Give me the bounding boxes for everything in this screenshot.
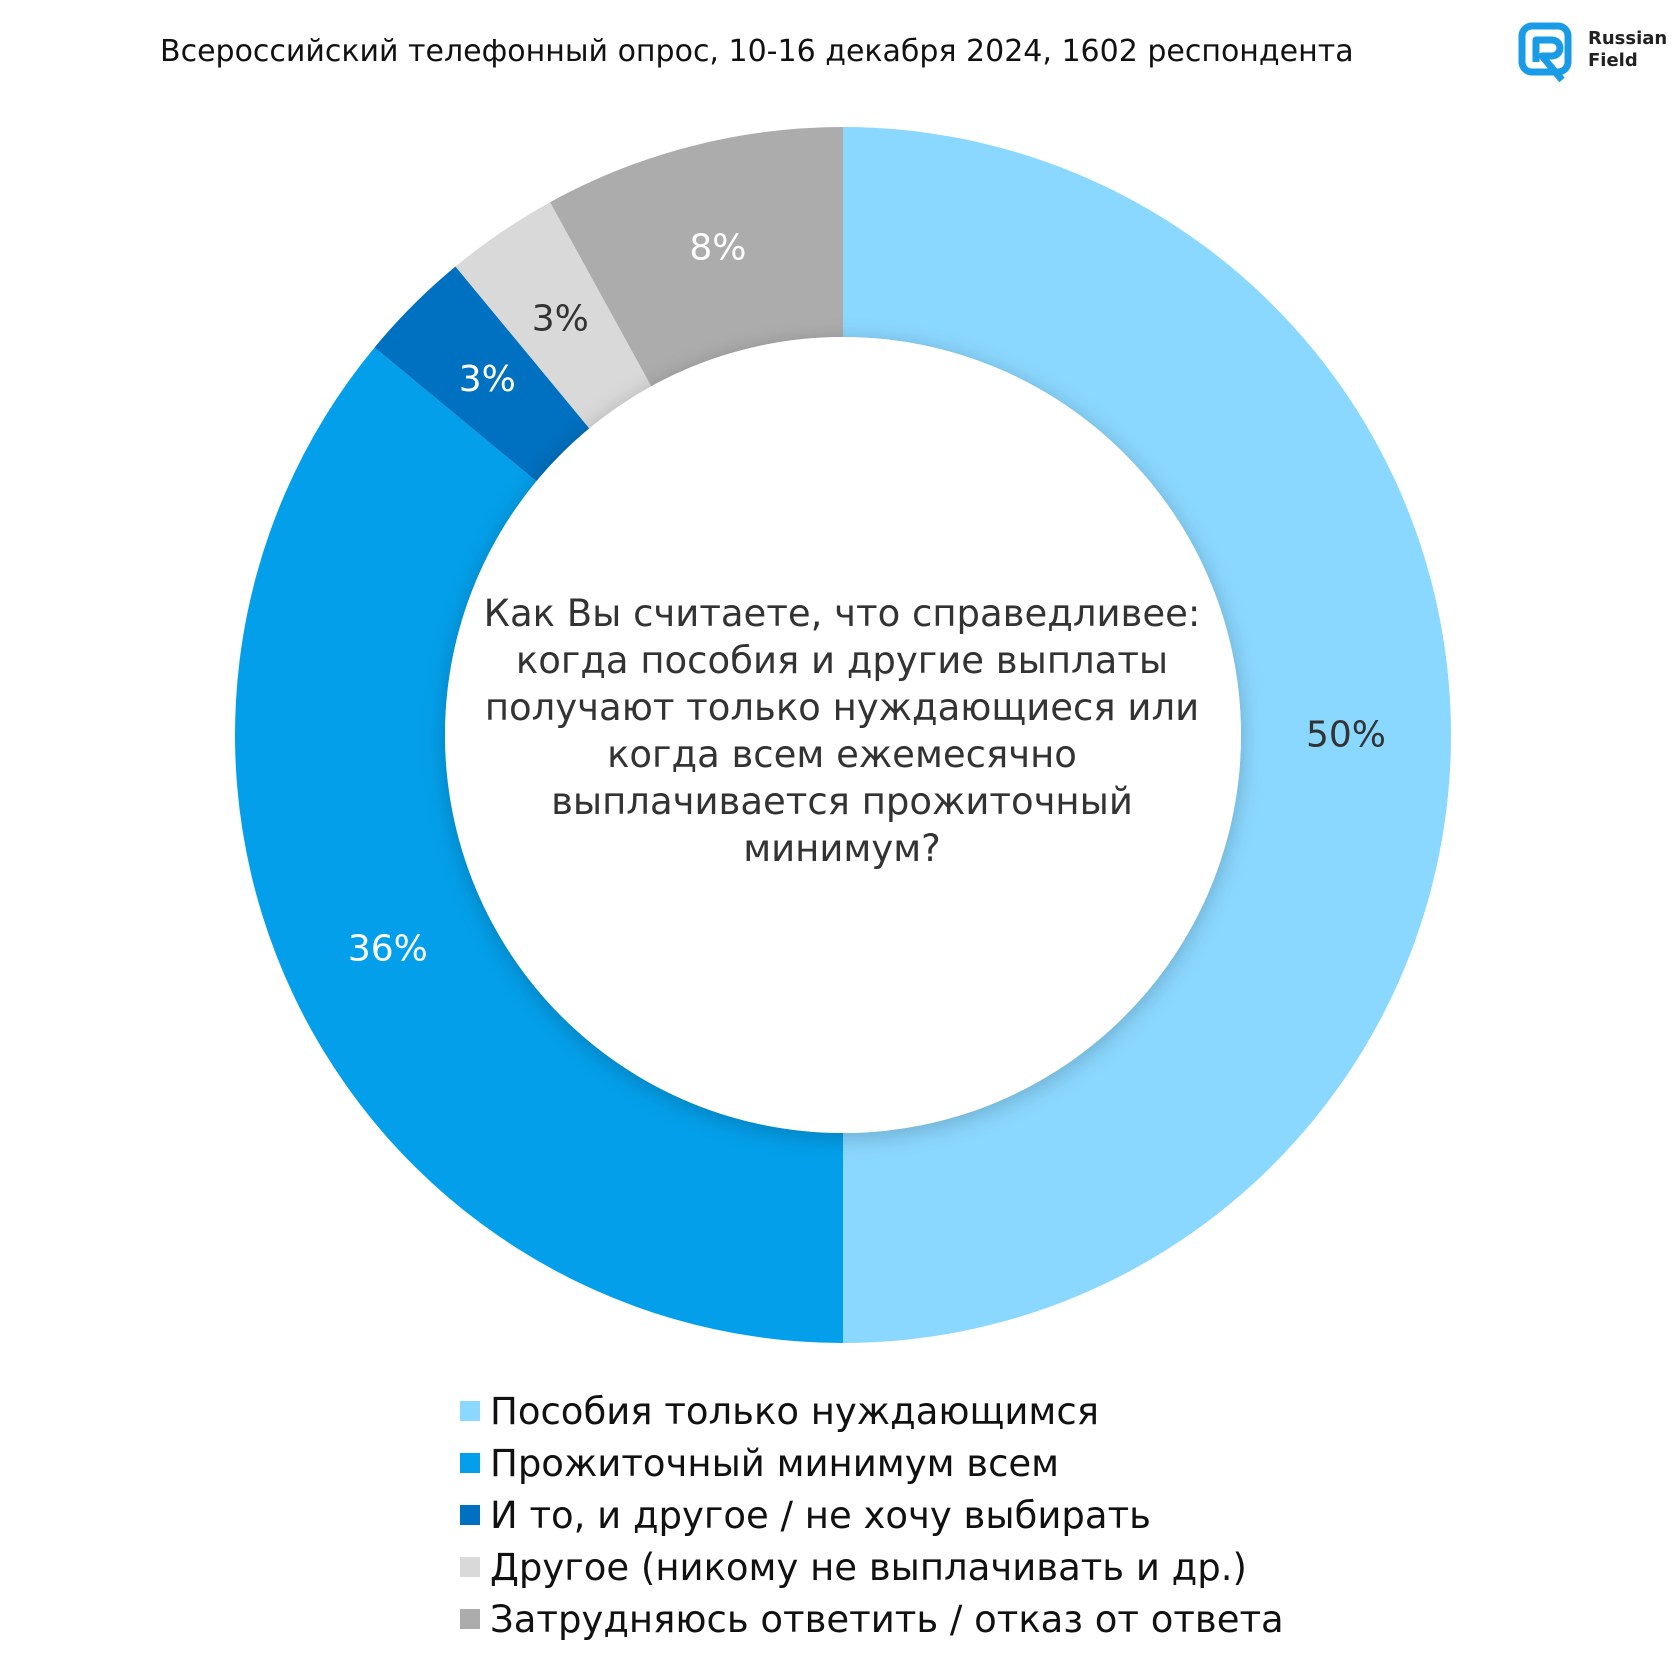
donut-slice-5	[550, 127, 843, 387]
chart-legend: Пособия только нуждающимся Прожиточный ми…	[460, 1385, 1284, 1645]
donut-slice-1	[843, 127, 1451, 1343]
donut-hole	[445, 337, 1241, 1133]
legend-swatch	[460, 1609, 480, 1629]
logo-text: Russian Field	[1588, 28, 1667, 72]
legend-label: Другое (никому не выплачивать и др.)	[490, 1545, 1247, 1589]
legend-item-5: Затрудняюсь ответить / отказ от ответа	[460, 1593, 1284, 1645]
legend-swatch	[460, 1505, 480, 1525]
russian-field-logo: Russian Field	[1518, 18, 1668, 88]
donut-slice-4	[455, 202, 652, 429]
slice-value-label-4: 3%	[532, 298, 589, 339]
legend-label: Пособия только нуждающимся	[490, 1389, 1099, 1433]
logo-line-2: Field	[1588, 50, 1638, 71]
slice-value-label-3: 3%	[459, 359, 516, 400]
legend-item-2: Прожиточный минимум всем	[460, 1437, 1284, 1489]
legend-label: Прожиточный минимум всем	[490, 1441, 1060, 1485]
donut-slices	[234, 127, 1451, 1343]
legend-item-3: И то, и другое / не хочу выбирать	[460, 1489, 1284, 1541]
legend-item-4: Другое (никому не выплачивать и др.)	[460, 1541, 1284, 1593]
logo-line-1: Russian	[1588, 28, 1668, 49]
legend-swatch	[460, 1401, 480, 1421]
slice-value-label-2: 36%	[348, 929, 428, 970]
survey-question: Как Вы считаете, что справедливее: когда…	[483, 592, 1201, 870]
donut-slice-3	[374, 266, 590, 482]
legend-label: И то, и другое / не хочу выбирать	[490, 1493, 1151, 1537]
slice-value-label-1: 50%	[1306, 715, 1386, 756]
legend-item-1: Пособия только нуждающимся	[460, 1385, 1284, 1437]
donut-slice-2	[234, 347, 844, 1343]
slice-value-label-5: 8%	[689, 227, 746, 268]
slice-labels: 50% 36% 3% 3% 8%	[348, 227, 1386, 969]
logo-icon	[1518, 22, 1572, 83]
chart-subtitle: Всероссийский телефонный опрос, 10-16 де…	[160, 34, 1354, 69]
legend-swatch	[460, 1557, 480, 1577]
legend-swatch	[460, 1453, 480, 1473]
legend-label: Затрудняюсь ответить / отказ от ответа	[490, 1597, 1284, 1641]
